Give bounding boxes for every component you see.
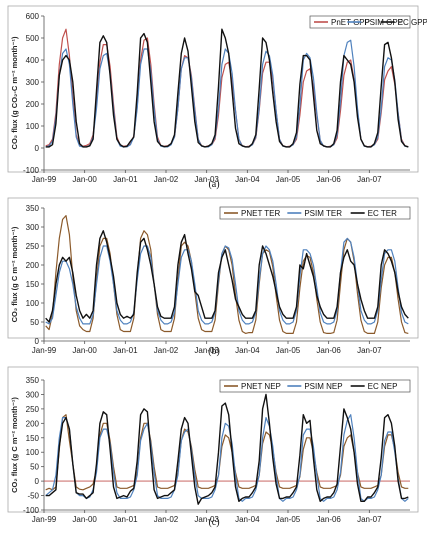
x-tick-label: Jan-02 [154, 175, 179, 184]
y-tick-label: -100 [23, 166, 40, 175]
chart-panel-1: -100 0 100 200 300 400 500 600 Jan-99 Jan-00 Jan-0… [7, 5, 427, 184]
x-tick-label: Jan-06 [316, 515, 341, 524]
series-line-pnet-nep [45, 414, 409, 491]
x-tick-label: Jan-00 [72, 515, 97, 524]
y-tick-label: 350 [26, 204, 40, 213]
y-tick-label: 250 [26, 242, 40, 251]
y-axis-label: CO₂ flux (g C m⁻² month⁻¹) [10, 226, 19, 322]
x-tick-label: Jan-99 [32, 346, 57, 355]
x-tick-label: Jan-07 [357, 346, 382, 355]
panel-caption: (a) [208, 179, 219, 190]
legend-label: PNET TER [241, 209, 280, 218]
y-tick-label: 250 [26, 405, 40, 414]
panel-frame [7, 5, 419, 173]
legend-label: EC GPP [398, 18, 427, 27]
y-tick-label: 50 [30, 463, 39, 472]
x-tick-label: Jan-04 [235, 346, 260, 355]
y-tick-label: 300 [26, 390, 40, 399]
y-axis-label: CO₂ flux (g C m⁻² month⁻¹) [10, 397, 19, 493]
x-tick-label: Jan-03 [194, 346, 219, 355]
series-line-ec-gpp [45, 28, 409, 148]
y-tick-label: 100 [26, 299, 40, 308]
y-tick-label: 300 [26, 223, 40, 232]
y-tick-label: 500 [26, 34, 40, 43]
x-tick-label: Jan-06 [316, 175, 341, 184]
y-tick-label: -50 [27, 492, 39, 501]
y-tick-label: 50 [30, 318, 39, 327]
y-tick-label: -100 [23, 506, 40, 515]
legend [219, 379, 411, 393]
x-tick-label: Jan-04 [235, 515, 260, 524]
panel-caption: (b) [208, 346, 220, 357]
y-tick-label: 200 [26, 419, 40, 428]
x-tick-label: Jan-05 [276, 175, 301, 184]
legend-label: EC NEP [368, 382, 398, 391]
x-tick-label: Jan-01 [113, 346, 138, 355]
x-tick-label: Jan-03 [194, 175, 219, 184]
panel-caption: (c) [208, 517, 219, 528]
y-tick-label: 200 [26, 100, 40, 109]
x-tick-label: Jan-01 [113, 515, 138, 524]
x-tick-label: Jan-01 [113, 175, 138, 184]
chart-panel-3: -100 -50 0 50 100 150 200 250 300 350 Jan-99 Jan-00… [7, 366, 419, 524]
y-tick-label: 100 [26, 122, 40, 131]
x-tick-label: Jan-05 [276, 346, 301, 355]
legend [219, 206, 411, 220]
y-tick-label: 300 [26, 78, 40, 87]
x-tick-label: Jan-02 [154, 346, 179, 355]
series-line-ec-nep [45, 393, 409, 505]
y-tick-label: 0 [35, 337, 40, 346]
y-tick-label: 150 [26, 434, 40, 443]
x-tick-label: Jan-00 [72, 346, 97, 355]
x-tick-label: Jan-06 [316, 346, 341, 355]
chart-panel-2: 0 50 100 150 200 250 300 350 Jan-99 Jan-00 Jan-01 J… [7, 197, 419, 355]
x-tick-label: Jan-07 [357, 175, 382, 184]
series-line-psim-gpp [45, 39, 409, 148]
x-tick-label: Jan-02 [154, 515, 179, 524]
x-tick-label: Jan-00 [72, 175, 97, 184]
series-line-psim-ter [45, 237, 409, 325]
y-tick-label: 150 [26, 280, 40, 289]
legend-label: PSIM NEP [304, 382, 342, 391]
x-tick-label: Jan-03 [194, 515, 219, 524]
legend-label: PNET NEP [241, 382, 281, 391]
x-tick-label: Jan-99 [32, 175, 57, 184]
x-tick-label: Jan-99 [32, 515, 57, 524]
y-tick-label: 600 [26, 12, 40, 21]
x-tick-label: Jan-04 [235, 175, 260, 184]
x-tick-label: Jan-05 [276, 515, 301, 524]
y-tick-label: 350 [26, 376, 40, 385]
series-line-ec-ter [45, 230, 409, 323]
y-tick-label: 400 [26, 56, 40, 65]
y-tick-label: 100 [26, 448, 40, 457]
x-tick-label: Jan-07 [357, 515, 382, 524]
y-tick-label: 0 [35, 477, 40, 486]
y-tick-label: 0 [35, 144, 40, 153]
legend-label: PSIM TER [304, 209, 342, 218]
y-tick-label: 200 [26, 261, 40, 270]
legend-label: EC TER [368, 209, 397, 218]
y-axis-label: CO₂ flux (g CO₂-C m⁻² month⁻¹) [10, 36, 19, 149]
